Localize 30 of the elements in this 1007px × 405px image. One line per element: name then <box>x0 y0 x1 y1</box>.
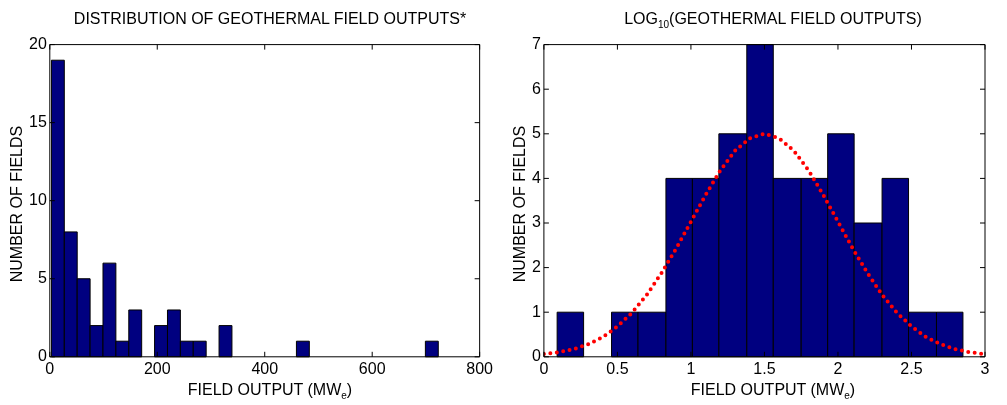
x-tick-label: 800 <box>466 359 494 377</box>
y-tick-label: 5 <box>531 124 541 142</box>
x-tick-label: 1 <box>686 359 696 377</box>
y-tick-label: 3 <box>531 213 541 231</box>
x-tick-label: 600 <box>358 359 386 377</box>
y-tick-label: 5 <box>37 269 47 287</box>
x-tick-label: 200 <box>143 359 171 377</box>
y-tick-label: 7 <box>531 35 541 53</box>
x-tick-label: 0.5 <box>606 359 629 377</box>
y-tick-label: 6 <box>531 79 541 97</box>
y-axis-title: NUMBER OF FIELDS <box>8 124 26 285</box>
x-tick-label: 400 <box>251 359 279 377</box>
x-axis-title: FIELD OUTPUT (MW$_{e}$) <box>186 381 354 402</box>
chart-title: LOG$_{10}$(GEOTHERMAL FIELD OUTPUTS) <box>623 10 923 31</box>
y-tick-label: 10 <box>29 191 47 209</box>
x-tick-label: 3 <box>980 359 990 377</box>
y-tick-label: 15 <box>29 113 47 131</box>
y-tick-label: 0 <box>531 347 541 365</box>
line-series <box>543 131 985 357</box>
y-tick-label: 4 <box>531 168 541 186</box>
x-tick-label: 1.5 <box>753 359 776 377</box>
x-axis-title: FIELD OUTPUT (MW$_{e}$) <box>689 381 857 402</box>
y-axis-title: NUMBER OF FIELDS <box>511 124 529 285</box>
chart-title: DISTRIBUTION OF GEOTHERMAL FIELD OUTPUTS* <box>72 10 468 28</box>
x-tick-label: 2 <box>833 359 843 377</box>
y-tick-label: 0 <box>37 347 47 365</box>
y-tick-label: 2 <box>531 258 541 276</box>
x-tick-label: 2.5 <box>900 359 923 377</box>
y-tick-label: 20 <box>29 35 47 53</box>
y-tick-label: 1 <box>531 302 541 320</box>
